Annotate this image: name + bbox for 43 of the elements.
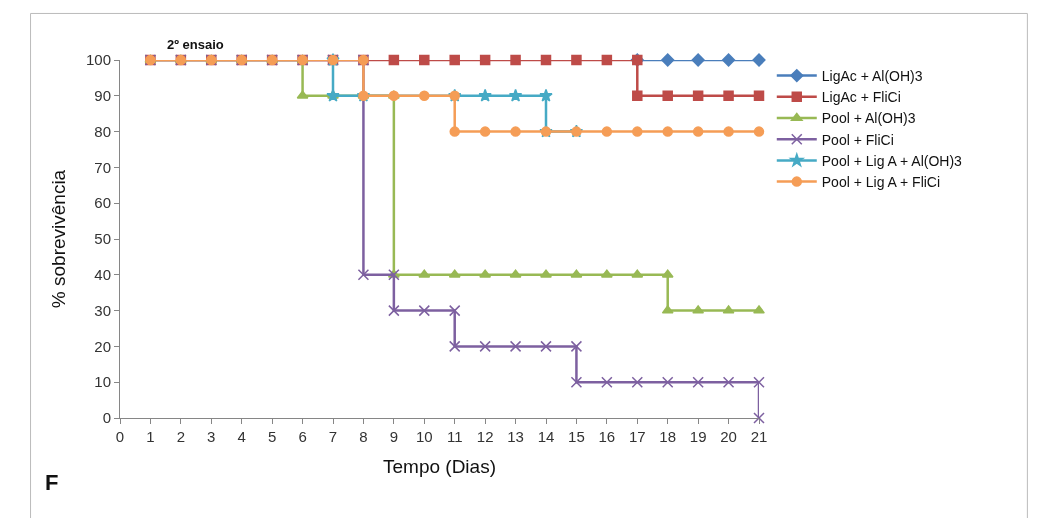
x-tick-label: 7 (328, 428, 338, 445)
x-tick-label: 3 (207, 428, 216, 445)
y-tick-label: 50 (94, 230, 111, 248)
legend-label: Pool + Lig A + Al(OH)3 (821, 152, 963, 169)
y-tick-label: 20 (94, 337, 111, 355)
x-tick-label: 5 (267, 428, 277, 445)
x-tick-label: 8 (359, 428, 368, 445)
x-tick-label: 10 (415, 428, 433, 445)
legend-label: Pool + FliCi (821, 131, 894, 148)
x-tick-label: 11 (446, 428, 463, 445)
x-tick-label: 14 (537, 428, 555, 445)
y-tick-label: 70 (94, 158, 111, 176)
y-tick-label: 60 (94, 194, 111, 212)
x-tick-label: 9 (389, 428, 399, 445)
x-tick-label: 2 (176, 428, 186, 445)
y-tick-label: 0 (102, 409, 111, 427)
x-tick-label: 0 (115, 428, 125, 445)
x-tick-label: 15 (568, 428, 585, 445)
text: F (45, 470, 59, 495)
x-axis-title: Tempo (Dias) (383, 455, 496, 477)
x-tick-label: 12 (476, 428, 494, 445)
y-axis-title: % sobrevivência (47, 169, 69, 309)
x-tick-label: 16 (598, 428, 616, 445)
x-tick-label: 20 (720, 428, 737, 445)
x-tick-label: 6 (298, 428, 307, 445)
y-tick-label: 80 (94, 122, 111, 140)
x-tick-label: 4 (237, 428, 246, 445)
y-tick-label: 90 (94, 87, 111, 105)
x-tick-label: 21 (750, 428, 768, 445)
legend-label: LigAc + Al(OH)3 (821, 68, 923, 85)
legend-label: Pool + Lig A + FliCi (821, 174, 941, 191)
y-tick-label: 10 (94, 373, 111, 391)
text: 2º ensaio (167, 37, 224, 52)
x-tick-label: 19 (689, 428, 707, 445)
x-tick-label: 13 (507, 428, 524, 445)
x-tick-label: 18 (659, 428, 677, 445)
legend-label: LigAc + FliCi (821, 89, 901, 106)
x-tick-label: 17 (628, 428, 646, 445)
y-tick-label: 40 (94, 266, 111, 284)
y-tick-label: 30 (94, 301, 111, 319)
legend-label: Pool + Al(OH)3 (821, 110, 916, 127)
y-tick-label: 100 (85, 51, 111, 69)
x-tick-label: 1 (146, 428, 155, 445)
